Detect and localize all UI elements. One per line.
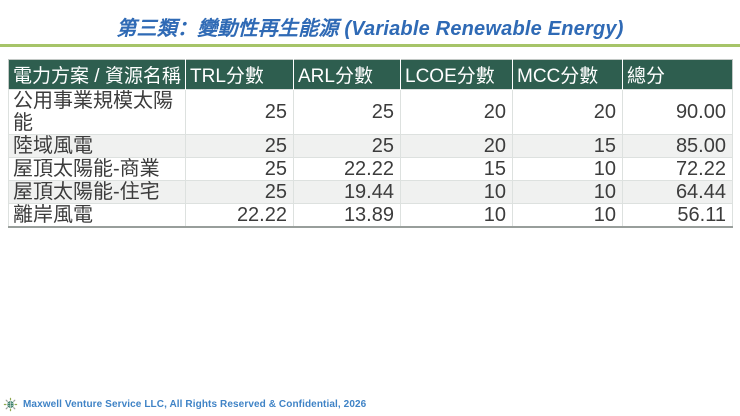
header-cell-resource-name: 電力方案 / 資源名稱 (8, 59, 186, 90)
cell-arl-score: 13.89 (293, 203, 401, 228)
cell-resource-name: 離岸風電 (8, 203, 186, 228)
cell-total-score: 72.22 (622, 157, 733, 181)
cell-resource-name: 陸域風電 (8, 134, 186, 158)
table-header-row: 電力方案 / 資源名稱 TRL分數 ARL分數 LCOE分數 MCC分數 總分 (8, 59, 733, 90)
cell-total-score: 64.44 (622, 180, 733, 204)
page-title: 第三類：變動性再生能源 (Variable Renewable Energy) (116, 18, 624, 40)
cell-arl-score: 25 (293, 89, 401, 135)
table-row: 陸域風電 25 25 20 15 85.00 (8, 134, 733, 158)
cell-trl-score: 25 (185, 89, 294, 135)
header-cell-trl-score: TRL分數 (185, 59, 294, 90)
table-row: 屋頂太陽能-商業 25 22.22 15 10 72.22 (8, 157, 733, 181)
cell-trl-score: 25 (185, 157, 294, 181)
cell-arl-score: 25 (293, 134, 401, 158)
renewable-score-table: 電力方案 / 資源名稱 TRL分數 ARL分數 LCOE分數 MCC分數 總分 … (8, 59, 733, 228)
table-row: 離岸風電 22.22 13.89 10 10 56.11 (8, 203, 733, 228)
title-divider (0, 44, 740, 47)
cell-total-score: 56.11 (622, 203, 733, 228)
cell-arl-score: 19.44 (293, 180, 401, 204)
cell-total-score: 85.00 (622, 134, 733, 158)
cell-mcc-score: 10 (512, 157, 623, 181)
cell-trl-score: 25 (185, 180, 294, 204)
cell-mcc-score: 15 (512, 134, 623, 158)
cell-mcc-score: 20 (512, 89, 623, 135)
cell-trl-score: 25 (185, 134, 294, 158)
cell-lcoe-score: 10 (400, 180, 513, 204)
cell-lcoe-score: 10 (400, 203, 513, 228)
cell-total-score: 90.00 (622, 89, 733, 135)
cell-lcoe-score: 20 (400, 134, 513, 158)
cell-resource-name: 屋頂太陽能-住宅 (8, 180, 186, 204)
header-cell-mcc-score: MCC分數 (512, 59, 623, 90)
header-cell-lcoe-score: LCOE分數 (400, 59, 513, 90)
cell-resource-name: 公用事業規模太陽能 (8, 89, 186, 135)
cell-mcc-score: 10 (512, 180, 623, 204)
table-row: 屋頂太陽能-住宅 25 19.44 10 10 64.44 (8, 180, 733, 204)
table-row: 公用事業規模太陽能 25 25 20 20 90.00 (8, 89, 733, 135)
cell-lcoe-score: 20 (400, 89, 513, 135)
cell-resource-name: 屋頂太陽能-商業 (8, 157, 186, 181)
footer: Maxwell Venture Service LLC, All Rights … (3, 397, 366, 412)
cell-trl-score: 22.22 (185, 203, 294, 228)
header-cell-arl-score: ARL分數 (293, 59, 401, 90)
cell-mcc-score: 10 (512, 203, 623, 228)
footer-copyright: Maxwell Venture Service LLC, All Rights … (23, 399, 367, 410)
header-cell-total-score: 總分 (622, 59, 733, 90)
cell-arl-score: 22.22 (293, 157, 401, 181)
globe-sun-icon (3, 397, 18, 412)
cell-lcoe-score: 15 (400, 157, 513, 181)
